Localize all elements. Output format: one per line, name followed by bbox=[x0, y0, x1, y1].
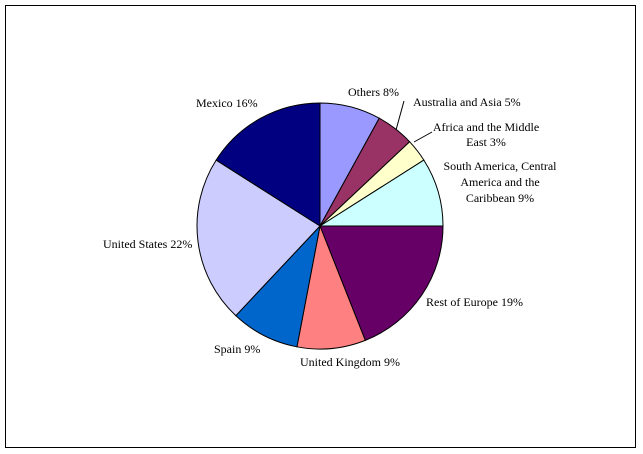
data-label-rest-of-europe: Rest of Europe 19% bbox=[426, 295, 523, 309]
pie-slice-mexico bbox=[215, 102, 321, 227]
pie-slices bbox=[196, 102, 444, 350]
data-label-africa-middle-east: Africa and the Middle East 3% bbox=[433, 120, 539, 149]
data-label-united-kingdom: United Kingdom 9% bbox=[300, 355, 400, 369]
data-label-south-america: South America, Central America and the Car… bbox=[444, 159, 558, 205]
pie-slice-united-states bbox=[196, 159, 321, 317]
data-label-others: Others 8% bbox=[348, 85, 399, 99]
data-label-mexico: Mexico 16% bbox=[196, 96, 258, 110]
leader-lines bbox=[395, 100, 433, 143]
leader-line-australia-asia bbox=[395, 100, 405, 131]
data-label-australia-asia: Australia and Asia 5% bbox=[413, 95, 521, 109]
leader-line-africa-middle-east bbox=[413, 131, 433, 143]
data-label-united-states: United States 22% bbox=[103, 237, 192, 251]
pie-slice-rest-of-europe bbox=[319, 225, 444, 342]
data-label-spain: Spain 9% bbox=[214, 342, 260, 356]
